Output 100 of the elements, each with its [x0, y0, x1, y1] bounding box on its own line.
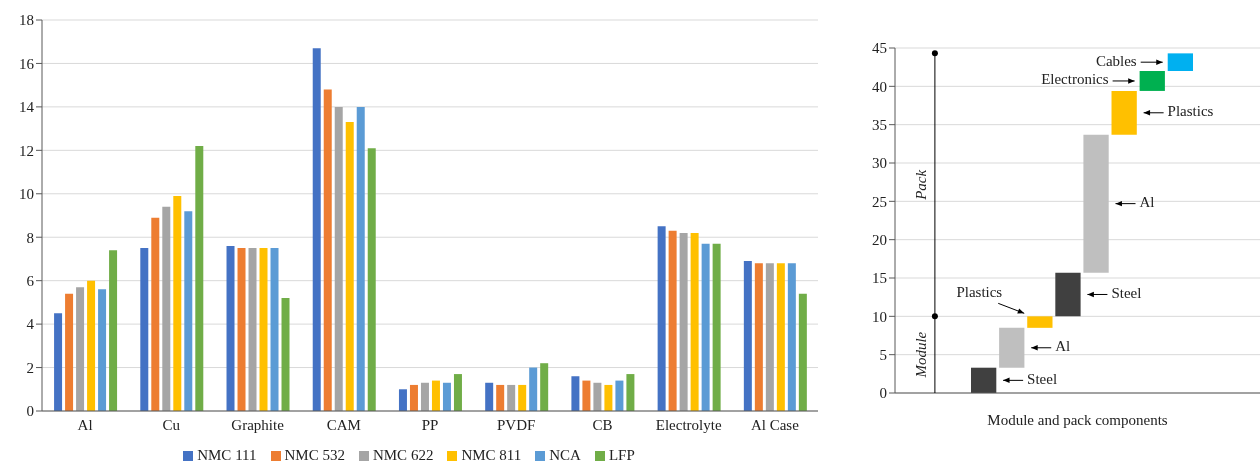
annotation: Steel: [1111, 284, 1142, 301]
y-tick-label: 12: [19, 142, 34, 159]
bar: [270, 248, 279, 411]
bar: [626, 374, 635, 411]
bar: [787, 263, 796, 411]
y-tick-label: 30: [872, 155, 887, 172]
bar: [540, 363, 549, 411]
y-tick-label: 10: [19, 186, 34, 203]
bar: [184, 211, 193, 411]
x-tick-label: Cu: [162, 416, 181, 433]
y-tick-label: 6: [26, 272, 35, 289]
bar: [798, 293, 807, 411]
bar: [65, 293, 74, 411]
bar: [776, 263, 785, 411]
x-tick-label: CAM: [326, 416, 361, 433]
x-tick-label: Al: [77, 416, 93, 433]
x-tick-label: Electrolyte: [655, 416, 722, 433]
bar: [1139, 71, 1165, 91]
legend-label: LFP: [608, 447, 635, 464]
bar: [367, 148, 376, 411]
annotation: Cables: [1095, 52, 1137, 69]
bar: [442, 382, 451, 411]
legend-label: NMC 622: [372, 447, 434, 464]
bar: [507, 384, 516, 411]
y-tick-label: 4: [26, 316, 35, 333]
bar: [323, 89, 332, 411]
bar: [615, 380, 624, 411]
bar: [431, 380, 440, 411]
x-tick-label: Graphite: [231, 416, 285, 433]
y-tick-label: 5: [879, 346, 887, 363]
bar: [87, 280, 96, 411]
bar: [971, 367, 997, 393]
bar: [529, 367, 538, 411]
x-tick-label: CB: [592, 416, 613, 433]
bar: [312, 48, 321, 411]
y-tick-label: 25: [872, 193, 887, 210]
bar: [754, 263, 763, 411]
annotation: Plastics: [1167, 103, 1214, 120]
bar: [98, 289, 107, 411]
bar: [140, 248, 149, 411]
text: Module: [913, 331, 930, 379]
bar: [109, 250, 118, 411]
y-tick-label: 40: [872, 78, 887, 95]
y-tick-label: 0: [26, 403, 34, 420]
bar: [1111, 90, 1137, 135]
bar: [701, 243, 710, 411]
y-tick-label: 45: [872, 40, 887, 57]
y-tick-label: 14: [19, 99, 35, 116]
bar: [1083, 134, 1109, 273]
bar: [999, 327, 1025, 368]
bar: [1167, 53, 1193, 71]
bar: [195, 145, 204, 411]
legend-label: NMC 811: [461, 447, 522, 464]
bar: [690, 232, 699, 411]
bar: [259, 248, 268, 411]
bar: [356, 106, 365, 411]
annotation: Al: [1055, 338, 1071, 355]
y-tick-label: 35: [872, 116, 887, 133]
bar: [281, 298, 290, 411]
y-tick-label: 2: [26, 359, 34, 376]
y-tick-label: 15: [872, 270, 887, 287]
bar: [679, 232, 688, 411]
legend-label: NMC 111: [197, 447, 257, 464]
bar: [1027, 316, 1053, 328]
annotation: Al: [1139, 194, 1155, 211]
bar: [248, 248, 257, 411]
bar: [518, 384, 527, 411]
bar: [582, 380, 591, 411]
bar: [765, 263, 774, 411]
bar: [420, 382, 429, 411]
bar: [604, 384, 613, 411]
bar: [76, 287, 85, 411]
bar: [593, 382, 602, 411]
bar: [151, 217, 160, 411]
legend-label: NCA: [549, 447, 581, 464]
y-tick-label: 0: [879, 385, 887, 402]
bar: [162, 206, 171, 411]
bar: [496, 384, 505, 411]
bar: [571, 376, 580, 411]
x-axis-title: Module and pack components: [987, 412, 1168, 428]
bar: [409, 384, 418, 411]
bar: [657, 226, 666, 411]
bar: [237, 248, 246, 411]
text: Pack: [913, 169, 930, 201]
bar: [345, 122, 354, 411]
x-tick-label: PVDF: [497, 416, 536, 433]
bar: [453, 374, 462, 411]
bar: [334, 106, 343, 411]
y-tick-label: 8: [26, 229, 34, 246]
bar: [712, 243, 721, 411]
y-tick-label: 10: [872, 308, 887, 325]
annotation: Plastics: [956, 284, 1003, 301]
y-tick-label: 16: [19, 55, 35, 72]
bar: [226, 245, 235, 411]
x-tick-label: Al Case: [750, 416, 800, 433]
bar: [54, 313, 63, 411]
bar: [398, 389, 407, 411]
bar: [668, 230, 677, 411]
x-tick-label: PP: [421, 416, 439, 433]
bar: [173, 195, 182, 411]
